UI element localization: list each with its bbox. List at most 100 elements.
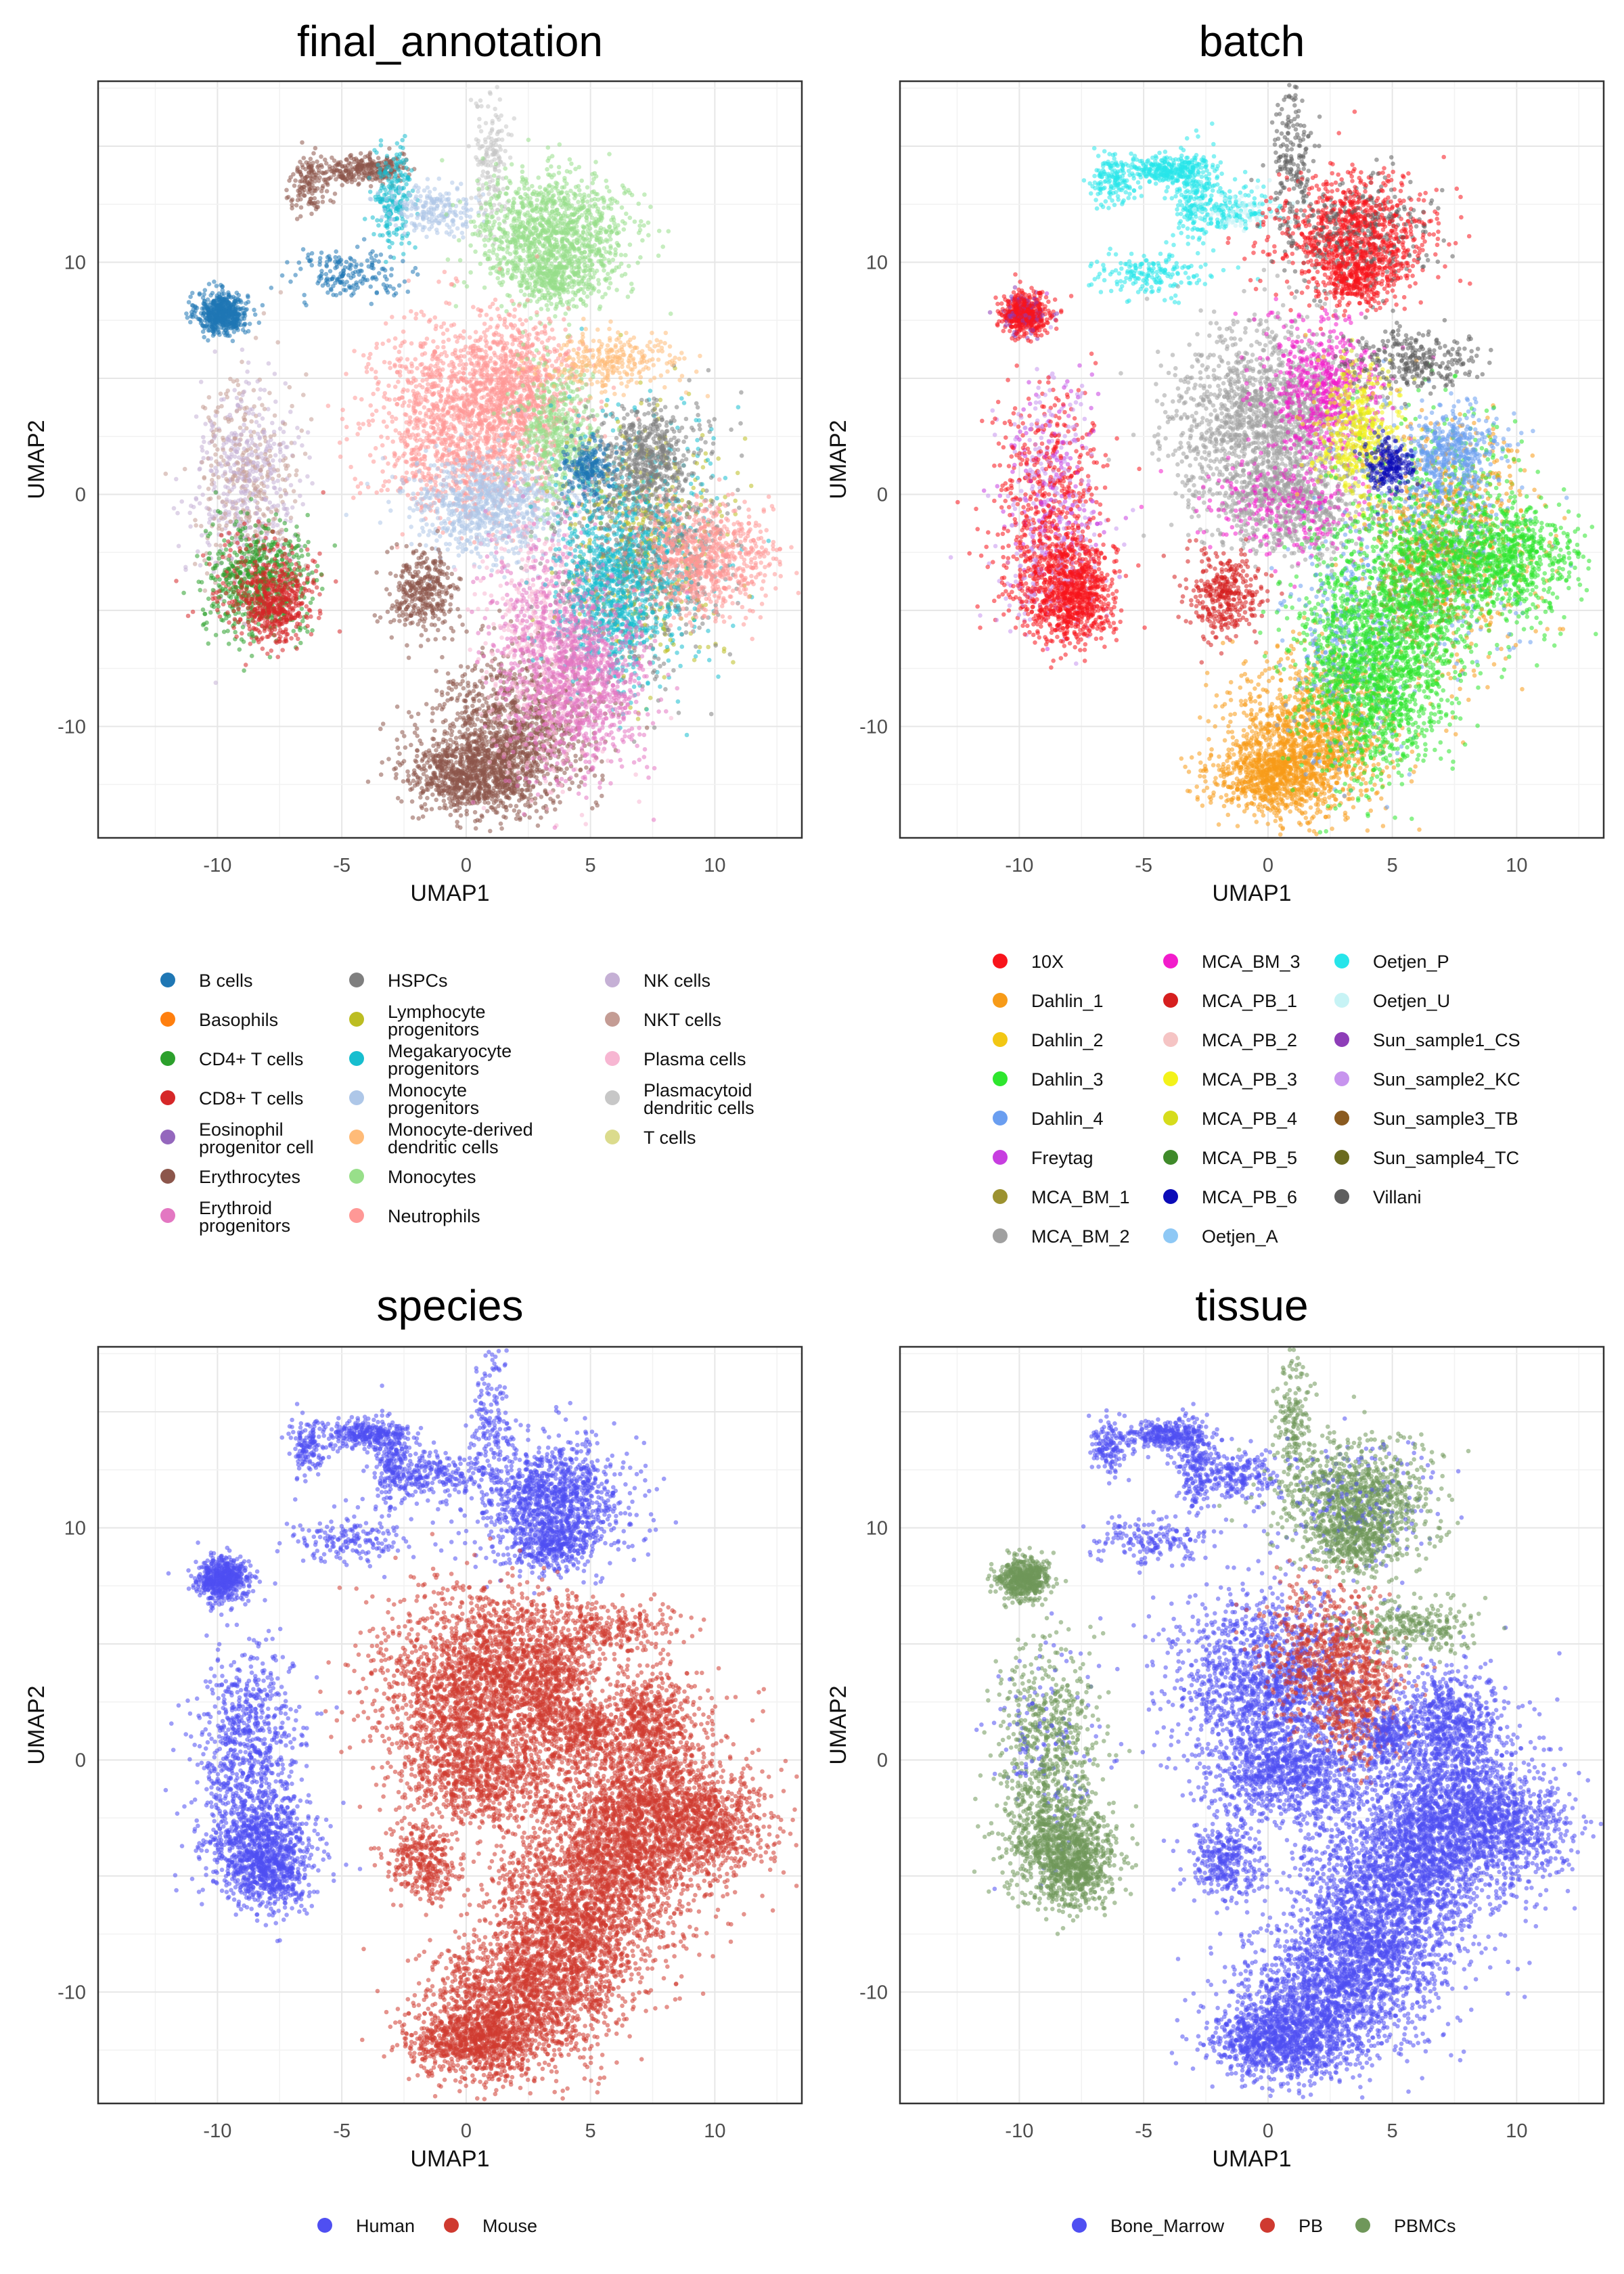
point-nk-cells (247, 479, 252, 484)
point-cd4-t-cells (284, 528, 289, 533)
point-nk-cells (239, 432, 244, 437)
point-cd4-t-cells (230, 536, 235, 541)
point-nkt-cells (265, 506, 270, 511)
point-nk-cells (203, 422, 208, 426)
point-cd8-t-cells (186, 614, 191, 619)
point-b-cells (206, 338, 210, 343)
point-nk-cells (248, 525, 253, 530)
point-nkt-cells (253, 529, 258, 534)
point-cd4-t-cells (235, 553, 240, 558)
point-nkt-cells (217, 523, 222, 528)
point-nk-cells (205, 450, 210, 455)
point-b-cells (197, 317, 202, 321)
point-b-cells (217, 297, 221, 302)
point-cd4-t-cells (208, 531, 212, 536)
point-nkt-cells (217, 475, 221, 480)
point-cd8-t-cells (254, 533, 259, 538)
point-nkt-cells (262, 311, 267, 316)
point-nk-cells (306, 430, 311, 435)
point-nk-cells (199, 380, 204, 384)
point-nkt-cells (247, 518, 252, 523)
point-b-cells (225, 334, 230, 338)
point-nkt-cells (267, 391, 272, 395)
point-nkt-cells (203, 588, 208, 593)
point-nk-cells (208, 517, 212, 522)
point-cd8-t-cells (284, 538, 288, 543)
point-nk-cells (197, 467, 202, 472)
point-cd4-t-cells (243, 526, 248, 531)
point-nk-cells (191, 505, 196, 510)
point-nkt-cells (277, 474, 281, 478)
point-nkt-cells (263, 435, 267, 440)
point-nk-cells (214, 681, 219, 686)
point-b-cells (202, 335, 206, 340)
point-cd8-t-cells (321, 490, 325, 495)
point-nk-cells (204, 506, 209, 510)
point-nk-cells (223, 485, 228, 489)
point-cd4-t-cells (224, 548, 229, 552)
point-cd8-t-cells (256, 519, 261, 524)
point-b-cells (201, 330, 206, 334)
point-nkt-cells (267, 463, 272, 468)
point-cd4-t-cells (218, 510, 223, 515)
point-cd8-t-cells (242, 522, 247, 527)
point-nkt-cells (258, 468, 263, 473)
point-cd4-t-cells (259, 531, 264, 535)
point-nk-cells (244, 380, 249, 384)
point-nkt-cells (242, 451, 246, 455)
point-nkt-cells (268, 454, 273, 459)
point-nkt-cells (283, 422, 288, 426)
point-nk-cells (250, 441, 255, 445)
point-nk-cells (242, 489, 246, 494)
point-cd4-t-cells (210, 604, 215, 608)
point-cd4-t-cells (181, 591, 186, 596)
point-b-cells (222, 317, 227, 322)
point-nk-cells (255, 379, 260, 384)
point-cd4-t-cells (311, 596, 315, 601)
point-cd8-t-cells (240, 556, 244, 560)
point-cd4-t-cells (206, 596, 211, 601)
point-b-cells (242, 311, 247, 316)
point-b-cells (246, 295, 250, 300)
point-cd4-t-cells (250, 550, 255, 555)
point-nkt-cells (194, 523, 198, 528)
point-nkt-cells (219, 516, 224, 520)
point-cd4-t-cells (246, 572, 250, 577)
point-nkt-cells (209, 464, 214, 468)
point-cd8-t-cells (249, 543, 254, 548)
point-cd4-t-cells (227, 557, 231, 562)
point-cd8-t-cells (228, 548, 233, 553)
point-nk-cells (232, 388, 237, 393)
point-b-cells (241, 328, 246, 332)
point-cd4-t-cells (204, 529, 208, 533)
point-cd4-t-cells (244, 537, 249, 542)
point-nk-cells (223, 451, 227, 455)
point-nk-cells (278, 447, 283, 452)
point-cd4-t-cells (296, 556, 301, 560)
point-nkt-cells (224, 523, 229, 528)
point-b-cells (261, 303, 265, 308)
panel-final-annotation: final_annotation-10 -5 0 5 10-10010UMAP1UMAP… (24, 17, 802, 906)
point-nkt-cells (210, 439, 215, 444)
point-nkt-cells (265, 458, 270, 462)
point-nk-cells (201, 456, 206, 461)
point-nk-cells (288, 409, 293, 414)
point-nk-cells (240, 347, 245, 352)
point-cd4-t-cells (227, 642, 231, 646)
point-cd8-t-cells (281, 545, 286, 550)
point-nkt-cells (309, 417, 314, 422)
point-nk-cells (248, 473, 252, 478)
point-b-cells (190, 291, 195, 296)
point-nkt-cells (238, 426, 243, 430)
point-cd4-t-cells (309, 600, 313, 605)
point-nkt-cells (207, 395, 212, 400)
point-nkt-cells (275, 468, 280, 472)
point-cd4-t-cells (239, 537, 244, 542)
point-nkt-cells (288, 385, 292, 390)
point-nk-cells (196, 550, 200, 554)
point-cd4-t-cells (277, 518, 282, 522)
point-nk-cells (254, 512, 259, 516)
point-cd4-t-cells (310, 628, 315, 633)
point-b-cells (231, 339, 235, 344)
